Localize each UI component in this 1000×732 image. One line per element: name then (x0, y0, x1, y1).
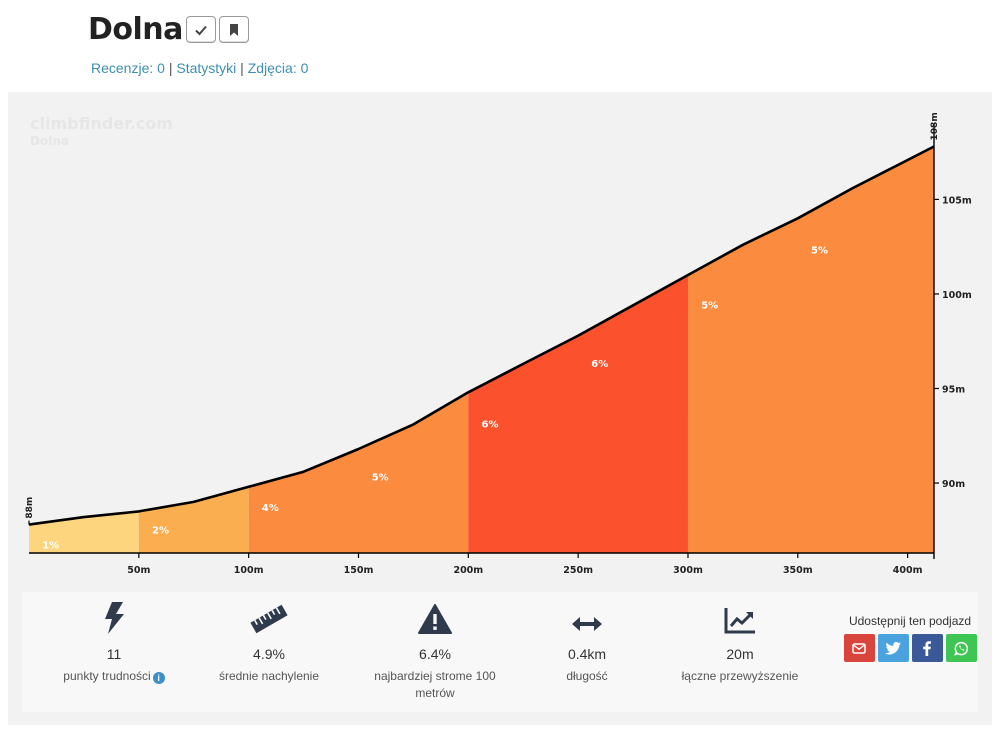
share-email-button[interactable] (843, 634, 875, 662)
stat-elevation-gain: 20m łączne przewyższenie (665, 592, 815, 685)
stat-steepest: 6.4% najbardziej strome 100 metrów (360, 592, 510, 702)
ruler-icon (250, 604, 288, 634)
x-tick-label: 350m (783, 565, 813, 576)
start-elevation-label: 88m (25, 497, 35, 519)
whatsapp-icon (953, 641, 968, 656)
gradient-segment-area (138, 486, 249, 553)
y-tick-label: 90m (942, 479, 965, 490)
link-separator: | (236, 60, 248, 76)
statistics-link[interactable]: Statystyki (176, 60, 237, 76)
header-links: Recenzje: 0 | Statystyki | Zdjęcia: 0 (91, 60, 308, 76)
stat-value: 0.4km (567, 646, 607, 662)
gradient-segment-area (468, 275, 688, 553)
grade-label: 1% (42, 541, 59, 552)
share-facebook-button[interactable] (911, 634, 943, 662)
grade-label: 5% (701, 301, 718, 312)
stat-difficulty: 11 punkty trudności i (39, 592, 189, 685)
stat-label: łączne przewyższenie (681, 669, 799, 683)
grade-label: 6% (482, 420, 499, 431)
stat-label: najbardziej strome 100 metrów (374, 669, 496, 700)
twitter-icon (885, 641, 901, 654)
watermark-site: climbfinder.com (30, 114, 173, 133)
stat-value: 11 (106, 646, 122, 662)
y-tick-label: 100m (942, 290, 972, 301)
reviews-link[interactable]: Recenzje: 0 (91, 60, 165, 76)
envelope-icon (852, 642, 866, 654)
stat-label: punkty trudności i (39, 668, 189, 685)
x-tick-label: 200m (453, 565, 483, 576)
stat-average-gradient: 4.9% średnie nachylenie (194, 592, 344, 685)
y-tick-label: 105m (942, 195, 972, 206)
bookmark-icon (229, 23, 238, 36)
stat-length: 0.4km długość (512, 592, 662, 685)
grade-label: 5% (372, 473, 389, 484)
check-icon (195, 25, 207, 35)
share-whatsapp-button[interactable] (945, 634, 977, 662)
x-tick-label: 50m (127, 565, 150, 576)
stat-value: 4.9% (253, 646, 285, 662)
share-box: Udostępnij ten podjazd (840, 614, 980, 662)
bookmark-button[interactable] (218, 16, 249, 43)
gradient-segment-area (248, 392, 469, 553)
y-tick-label: 95m (942, 384, 965, 395)
link-separator: | (164, 60, 177, 76)
share-twitter-button[interactable] (877, 634, 909, 662)
stat-label: długość (566, 669, 608, 683)
grade-label: 2% (152, 526, 169, 537)
grade-labels: 1% 2% 4% 5% 6% 6% 5% 5% (42, 246, 828, 552)
end-elevation-label: 108m (930, 112, 940, 140)
arrows-h-icon (572, 617, 602, 631)
elevation-chart: climbfinder.com Dolna 1% 2% 4% 5% 6% 6% 5% 5% 5… (25, 112, 972, 576)
mark-done-button[interactable] (185, 16, 216, 43)
facebook-icon (923, 640, 931, 656)
warning-icon (418, 604, 452, 634)
profile-panel: climbfinder.com Dolna 1% 2% 4% 5% 6% 6% 5% 5% 5… (8, 92, 992, 725)
line-chart-icon (724, 608, 755, 634)
grade-label: 4% (262, 503, 279, 514)
stat-label: średnie nachylenie (218, 669, 320, 683)
x-tick-label: 250m (563, 565, 593, 576)
segment-areas (29, 146, 934, 553)
stat-value: 6.4% (419, 646, 451, 662)
profile-line (28, 145, 935, 526)
x-tick-label: 100m (234, 565, 264, 576)
page-title: Dolna (88, 12, 183, 47)
elevation-line (28, 145, 935, 526)
photos-link[interactable]: Zdjęcia: 0 (247, 60, 309, 76)
x-tick-label: 400m (893, 565, 923, 576)
bolt-icon (105, 602, 124, 634)
page-header: Dolna (88, 12, 249, 47)
grade-label: 5% (811, 246, 828, 257)
x-tick-label: 150m (344, 565, 374, 576)
info-icon[interactable]: i (152, 672, 165, 684)
gradient-segment-area (687, 146, 934, 553)
stats-bar: 11 punkty trudności i 4.9% średnie nachyl… (22, 592, 978, 712)
stat-value: 20m (726, 646, 754, 662)
watermark-name: Dolna (30, 134, 69, 148)
axes: 50m 100m 150m 200m 250m 300m 350m 400m 90m 95m 100… (25, 112, 972, 576)
grade-label: 6% (591, 359, 608, 370)
share-label: Udostępnij ten podjazd (848, 614, 972, 628)
x-tick-label: 300m (673, 565, 703, 576)
